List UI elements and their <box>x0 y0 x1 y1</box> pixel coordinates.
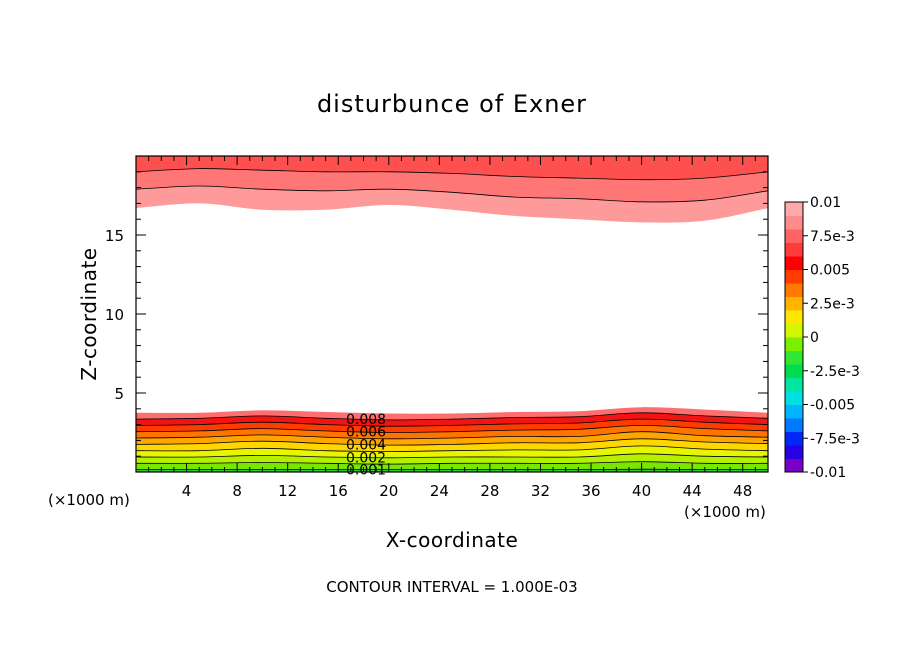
colorbar-segment <box>785 364 803 378</box>
colorbar-segment <box>785 458 803 473</box>
bottom-contour-line <box>135 445 769 452</box>
colorbar-segment <box>785 215 803 230</box>
bottom-contour-line <box>135 438 769 446</box>
contour-interval-footer: CONTOUR INTERVAL = 1.000E-03 <box>326 578 577 596</box>
x-tick-label: 48 <box>733 482 752 500</box>
colorbar-segment <box>785 337 803 351</box>
y-tick-label: 5 <box>114 385 124 403</box>
colorbar-segment <box>785 310 803 324</box>
colorbar-segment <box>785 202 803 216</box>
colorbar-segment <box>785 283 803 297</box>
colorbar-segment <box>785 404 803 419</box>
colorbar-tick-label: -2.5e-3 <box>810 364 860 380</box>
contour-label: 0.001 <box>346 463 386 479</box>
colorbar-tick-label: 0 <box>810 330 819 346</box>
colorbar-tick-label: 2.5e-3 <box>810 296 855 312</box>
colorbar-segment <box>785 431 803 446</box>
colorbar-tick-label: -7.5e-3 <box>810 431 860 447</box>
x-tick-label: 28 <box>480 482 499 500</box>
colorbar-tick-label: 0.01 <box>810 195 841 211</box>
colorbar: 0.01 7.5e-3 0.005 2.5e-3 0 -2.5e-3 -0.005 -7.5e… <box>784 195 860 481</box>
bottom-contour-line <box>135 431 769 440</box>
x-tick-label: 20 <box>379 482 398 500</box>
top-contour-line <box>135 168 769 181</box>
colorbar-tick-label: -0.01 <box>810 465 846 481</box>
x-tick-label: 40 <box>632 482 651 500</box>
colorbar-segment <box>785 445 803 459</box>
colorbar-segment <box>785 323 803 338</box>
bottom-contour-line <box>135 424 769 433</box>
colorbar-segment <box>785 242 803 257</box>
contour-label: 0.006 <box>346 425 386 441</box>
y-tick-label: 15 <box>105 227 124 245</box>
bottom-contour-line <box>135 412 769 421</box>
chart-title: disturbunce of Exner <box>317 90 587 118</box>
x-tick-label: 32 <box>531 482 550 500</box>
colorbar-tick-label: -0.005 <box>810 398 855 414</box>
top-contour-line <box>135 185 769 203</box>
colorbar-segment <box>785 350 803 365</box>
colorbar-tick-label: 7.5e-3 <box>810 229 855 245</box>
x-unit-right: (×1000 m) <box>684 503 766 521</box>
x-tick-label: 8 <box>232 482 242 500</box>
x-axis-label: X-coordinate <box>386 528 519 552</box>
y-axis-label: Z-coordinate <box>77 247 101 380</box>
x-tick-label: 36 <box>581 482 600 500</box>
top-contour-band <box>136 156 768 180</box>
colorbar-segment <box>785 377 803 392</box>
contour-label: 0.008 <box>346 412 386 428</box>
x-tick-label: 16 <box>329 482 348 500</box>
y-tick-label: 10 <box>105 306 124 324</box>
x-tick-label: 24 <box>430 482 449 500</box>
colorbar-segment <box>785 418 803 432</box>
colorbar-segment <box>785 296 803 311</box>
x-unit-left: (×1000 m) <box>48 491 130 509</box>
bottom-contour-line <box>135 418 769 427</box>
contour-label: 0.004 <box>346 437 386 453</box>
contour-label: 0.002 <box>346 450 386 466</box>
colorbar-segment <box>785 391 803 405</box>
x-tick-label: 4 <box>182 482 192 500</box>
x-tick-label: 12 <box>278 482 297 500</box>
x-tick-label: 44 <box>683 482 702 500</box>
colorbar-segment <box>785 229 803 243</box>
colorbar-segment <box>785 256 803 270</box>
bottom-contour-line <box>135 453 769 459</box>
colorbar-tick-label: 0.005 <box>810 263 850 279</box>
colorbar-segment <box>785 269 803 284</box>
bottom-contour-line <box>135 461 769 465</box>
